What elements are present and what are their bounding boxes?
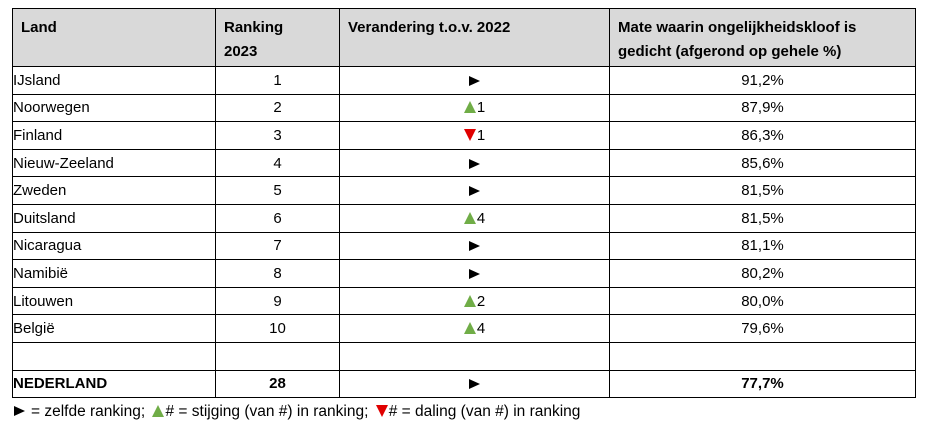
country-cell: Noorwegen [12, 93, 216, 123]
change-cell [339, 176, 610, 205]
right-triangle-icon [469, 186, 480, 197]
up-triangle-icon [463, 211, 476, 224]
rank-cell: 2 [215, 93, 340, 123]
table-row: België 10 4 79,6% [12, 314, 916, 343]
rank-cell: 1 [215, 66, 340, 95]
change-cell: 1 [339, 93, 610, 123]
header-gap: Mate waarin ongelijkheidskloof is gedich… [609, 8, 916, 67]
change-number: 4 [476, 320, 486, 338]
change-number: 2 [476, 292, 486, 310]
change-cell [339, 231, 610, 261]
right-triangle-icon [14, 406, 25, 416]
change-number: 1 [476, 99, 486, 117]
empty-row [12, 341, 916, 371]
country-cell: Zweden [12, 176, 216, 205]
gap-percentage-cell: 86,3% [609, 121, 916, 150]
rank-cell: 5 [215, 176, 340, 205]
gap-percentage-cell: 79,6% [609, 314, 916, 343]
table-row: Duitsland 6 4 81,5% [12, 203, 916, 233]
gap-percentage-cell: 81,5% [609, 176, 916, 205]
legend: = zelfde ranking; # = stijging (van #) i… [14, 402, 580, 422]
change-cell: 2 [339, 286, 610, 316]
rank-cell: 8 [215, 259, 340, 288]
table-row: Finland 3 1 86,3% [12, 121, 916, 150]
gap-percentage-cell: 77,7% [609, 369, 916, 399]
gap-percentage-cell: 91,2% [609, 66, 916, 95]
rank-cell: 3 [215, 121, 340, 150]
table-row: Litouwen 9 2 80,0% [12, 286, 916, 316]
change-cell: 4 [339, 314, 610, 343]
change-number: 1 [476, 126, 486, 144]
gap-percentage-cell: 87,9% [609, 93, 916, 123]
gap-percentage-cell: 81,1% [609, 231, 916, 261]
country-cell: Litouwen [12, 286, 216, 316]
change-cell [339, 148, 610, 178]
change-cell: 1 [339, 121, 610, 150]
rank-cell: 7 [215, 231, 340, 261]
legend-up: # = stijging (van #) in ranking; [165, 403, 369, 420]
rank-cell: 4 [215, 148, 340, 178]
table-row: Namibië 8 80,2% [12, 259, 916, 288]
right-triangle-icon [469, 241, 480, 252]
change-cell: 4 [339, 203, 610, 233]
table-row: Zweden 5 81,5% [12, 176, 916, 205]
country-cell: Nicaragua [12, 231, 216, 261]
table-header-row: Land Ranking 2023 Verandering t.o.v. 202… [12, 8, 916, 67]
rank-cell: 28 [215, 369, 340, 399]
table-row: Nicaragua 7 81,1% [12, 231, 916, 261]
country-cell: België [12, 314, 216, 343]
down-triangle-icon [375, 405, 388, 417]
gap-percentage-cell: 85,6% [609, 148, 916, 178]
ranking-table: Land Ranking 2023 Verandering t.o.v. 202… [12, 8, 916, 399]
empty-cell [609, 341, 916, 371]
change-cell [339, 369, 610, 399]
country-cell: Namibië [12, 259, 216, 288]
table-row: IJsland 1 91,2% [12, 66, 916, 95]
up-triangle-icon [463, 101, 476, 114]
header-change: Verandering t.o.v. 2022 [339, 8, 610, 67]
header-land: Land [12, 8, 216, 67]
empty-cell [215, 341, 340, 371]
header-ranking: Ranking 2023 [215, 8, 340, 67]
right-triangle-icon [469, 75, 480, 86]
right-triangle-icon [469, 268, 480, 279]
rank-cell: 9 [215, 286, 340, 316]
down-triangle-icon [463, 128, 476, 141]
country-cell: Nieuw-Zeeland [12, 148, 216, 178]
country-cell: IJsland [12, 66, 216, 95]
up-triangle-icon [463, 294, 476, 307]
total-row: NEDERLAND 28 77,7% [12, 369, 916, 399]
table-row: Nieuw-Zeeland 4 85,6% [12, 148, 916, 178]
gap-percentage-cell: 81,5% [609, 203, 916, 233]
up-triangle-icon [152, 405, 165, 417]
up-triangle-icon [463, 322, 476, 335]
empty-cell [12, 341, 216, 371]
gap-percentage-cell: 80,2% [609, 259, 916, 288]
legend-same: = zelfde ranking; [31, 403, 146, 420]
right-triangle-icon [469, 379, 480, 390]
rank-cell: 10 [215, 314, 340, 343]
change-number: 4 [476, 209, 486, 227]
rank-cell: 6 [215, 203, 340, 233]
country-cell: Duitsland [12, 203, 216, 233]
change-cell [339, 259, 610, 288]
country-cell: Finland [12, 121, 216, 150]
table-row: Noorwegen 2 1 87,9% [12, 93, 916, 123]
right-triangle-icon [469, 158, 480, 169]
legend-down: # = daling (van #) in ranking [388, 403, 581, 420]
gap-percentage-cell: 80,0% [609, 286, 916, 316]
change-cell [339, 66, 610, 95]
table-body: IJsland 1 91,2% Noorwegen 2 1 87,9% Finland 3 1 86… [12, 66, 916, 399]
country-cell: NEDERLAND [12, 369, 216, 399]
empty-cell [339, 341, 610, 371]
